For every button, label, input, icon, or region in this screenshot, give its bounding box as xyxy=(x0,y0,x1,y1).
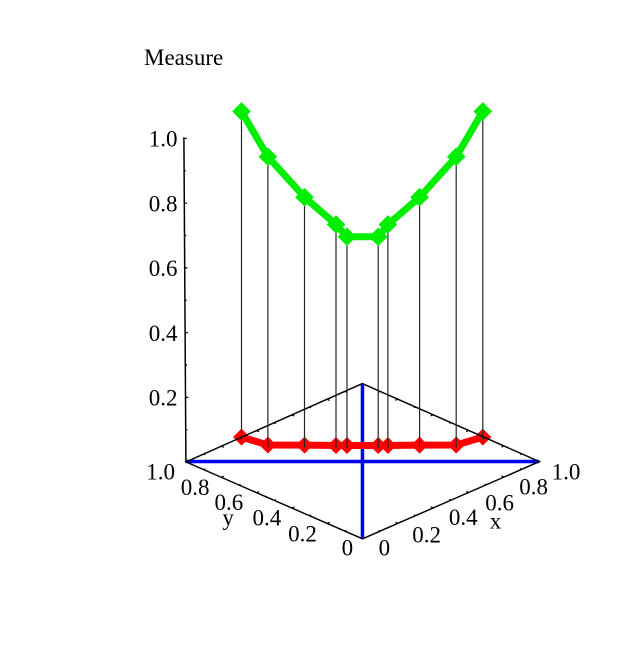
svg-text:1.0: 1.0 xyxy=(552,459,581,484)
svg-text:0.4: 0.4 xyxy=(149,321,178,346)
svg-text:0.8: 0.8 xyxy=(181,475,210,500)
svg-text:0.2: 0.2 xyxy=(288,521,317,546)
svg-text:0.2: 0.2 xyxy=(149,386,178,411)
svg-text:1.0: 1.0 xyxy=(149,127,178,152)
svg-text:x: x xyxy=(490,509,502,534)
svg-text:0.4: 0.4 xyxy=(253,505,282,530)
svg-text:Measure: Measure xyxy=(144,45,223,70)
svg-text:0: 0 xyxy=(342,536,354,561)
svg-text:0.4: 0.4 xyxy=(449,505,478,530)
svg-text:0.6: 0.6 xyxy=(149,256,178,281)
svg-text:1.0: 1.0 xyxy=(146,460,175,485)
svg-text:0.6: 0.6 xyxy=(485,490,514,515)
svg-text:0.6: 0.6 xyxy=(215,490,244,515)
svg-text:0: 0 xyxy=(379,536,391,561)
svg-text:0.2: 0.2 xyxy=(412,523,441,548)
svg-text:0.8: 0.8 xyxy=(519,475,548,500)
svg-text:y: y xyxy=(222,505,234,530)
svg-text:0.8: 0.8 xyxy=(149,192,178,217)
